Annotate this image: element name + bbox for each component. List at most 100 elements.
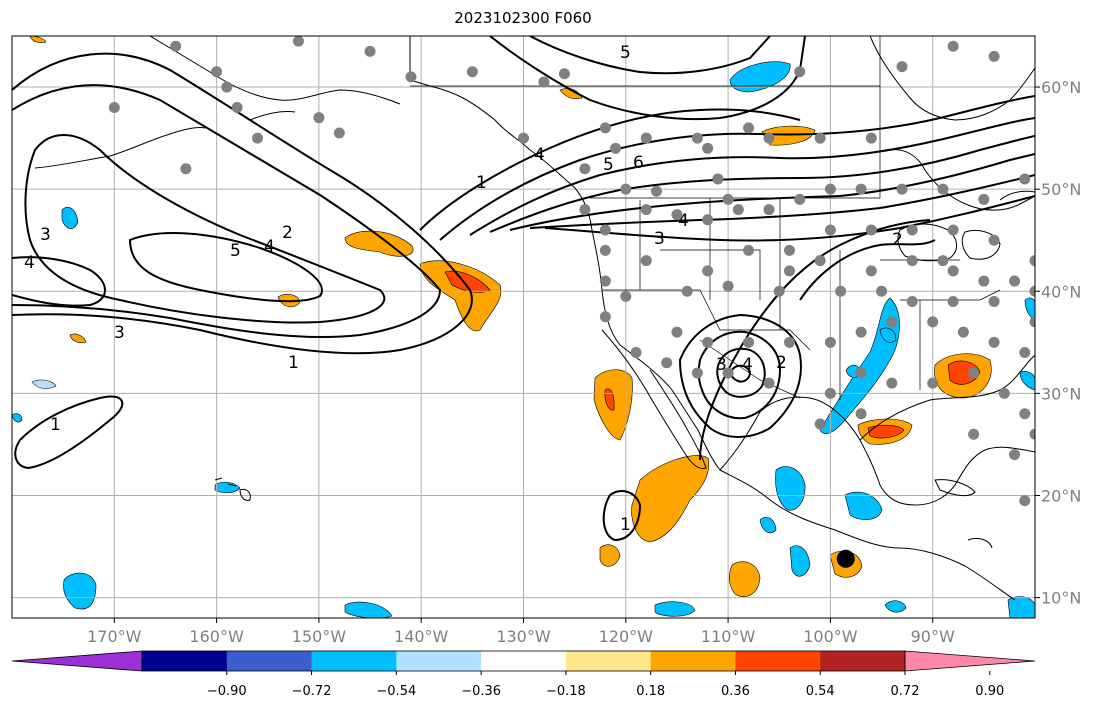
coastlines — [34, 36, 1035, 601]
shade-orange-region — [631, 455, 710, 543]
station-dot — [865, 265, 877, 277]
station-dot — [783, 336, 795, 348]
station-dot — [333, 127, 345, 139]
station-dot — [988, 234, 1000, 246]
station-dot — [108, 101, 120, 113]
colorbar-segment — [565, 651, 652, 671]
station-dot — [743, 122, 755, 134]
station-dot — [824, 224, 836, 236]
station-dot — [896, 61, 908, 73]
station-dots — [108, 36, 1035, 507]
station-dot — [702, 214, 714, 226]
contour-labels: 5 1 4 5 6 4 3 2 2 5 4 3 4 3 1 1 3 4 2 1 — [24, 43, 903, 535]
station-dot — [671, 209, 683, 221]
colorbar-outline — [141, 650, 906, 672]
contour-label: 1 — [476, 173, 487, 193]
station-dot — [855, 326, 867, 338]
station-dot — [947, 265, 959, 277]
station-dot — [599, 275, 611, 287]
longitude-labels: 170°W 160°W 150°W 140°W 130°W 120°W 110°W 100°W… — [87, 618, 955, 646]
lon-tick-label: 130°W — [496, 627, 551, 646]
colorbar-tick-label: −0.90 — [207, 684, 247, 699]
station-dot — [579, 204, 591, 216]
station-dot — [906, 224, 918, 236]
station-dot — [231, 101, 243, 113]
lat-tick-label: 60°N — [1041, 78, 1081, 97]
lon-tick-label: 110°W — [701, 627, 756, 646]
station-dot — [855, 367, 867, 379]
station-dot — [732, 204, 744, 216]
shade-orange-region — [761, 125, 816, 146]
station-dot — [763, 377, 775, 389]
colorbar-segment — [311, 651, 397, 671]
station-dot — [855, 408, 867, 420]
station-dot — [763, 132, 775, 144]
contour-label: 1 — [620, 515, 631, 535]
station-dot — [558, 68, 570, 80]
station-dot — [783, 265, 795, 277]
station-dot — [640, 255, 652, 267]
station-dot — [937, 255, 949, 267]
lat-tick-label: 50°N — [1041, 180, 1081, 199]
lon-tick-label: 120°W — [599, 627, 654, 646]
station-dot — [712, 173, 724, 185]
station-dot — [947, 295, 959, 307]
station-dot — [599, 224, 611, 236]
station-dot — [364, 45, 376, 57]
station-dot — [661, 357, 673, 369]
lon-tick-label: 160°W — [189, 627, 244, 646]
contour-line — [14, 395, 124, 470]
shade-blue-region — [844, 491, 883, 520]
station-dot — [814, 418, 826, 430]
contour-line — [489, 135, 1035, 233]
contour-label: 2 — [776, 353, 787, 373]
contour-line — [439, 95, 1035, 241]
station-dot — [640, 204, 652, 216]
contour-line — [12, 256, 106, 307]
shade-orange-region — [29, 36, 47, 44]
station-dot — [221, 81, 233, 93]
station-dot — [702, 336, 714, 348]
station-dot — [988, 295, 1000, 307]
station-dot — [988, 50, 1000, 62]
contour-line — [602, 490, 642, 542]
colorbar-tick-label: 0.90 — [975, 684, 1004, 699]
station-dot — [1029, 285, 1035, 297]
lon-tick-label: 90°W — [911, 627, 955, 646]
lon-tick-label: 100°W — [803, 627, 858, 646]
shade-blue-region — [884, 600, 907, 613]
lat-tick-label: 40°N — [1041, 282, 1081, 301]
station-dot — [1029, 428, 1035, 440]
station-dot — [865, 224, 877, 236]
station-dot — [855, 183, 867, 195]
shade-blue-region — [654, 601, 696, 617]
station-dot — [886, 377, 898, 389]
contour-label: 5 — [603, 155, 614, 175]
contour-label: 4 — [264, 237, 275, 257]
station-dot — [211, 66, 223, 78]
station-dot — [814, 255, 826, 267]
station-dot — [466, 66, 478, 78]
station-dot — [722, 193, 734, 205]
shade-blue-region — [1019, 371, 1035, 391]
station-dot — [599, 311, 611, 323]
station-dot — [1009, 449, 1021, 461]
shade-orange-region — [419, 260, 502, 332]
station-dot — [405, 71, 417, 83]
station-dot — [1019, 173, 1031, 185]
colorbar-segment — [820, 651, 906, 671]
contour-label: 2 — [282, 223, 293, 243]
colorbar-extend-min — [11, 650, 143, 672]
colorbar-tick-label: 0.54 — [806, 684, 835, 699]
station-dot — [599, 244, 611, 256]
contour-line — [697, 330, 782, 420]
lat-tick-label: 20°N — [1041, 486, 1081, 505]
station-dot — [702, 142, 714, 154]
station-dot — [518, 132, 529, 144]
station-dot — [722, 367, 734, 379]
station-dot — [824, 183, 836, 195]
station-dot — [886, 316, 898, 328]
colorbar-tick-label: 0.72 — [891, 684, 920, 699]
contour-line — [529, 36, 771, 75]
